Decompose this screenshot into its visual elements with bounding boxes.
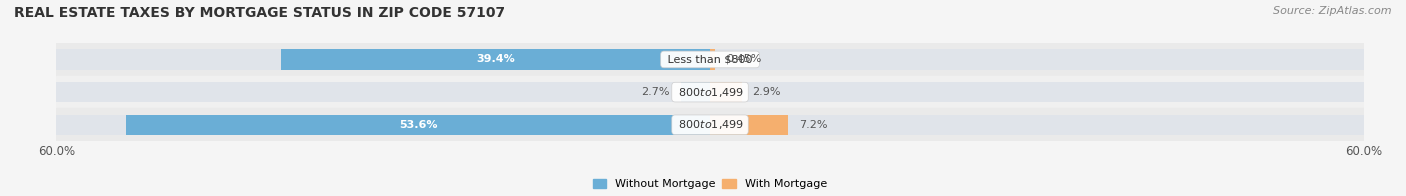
Text: Source: ZipAtlas.com: Source: ZipAtlas.com [1274, 6, 1392, 16]
Text: $800 to $1,499: $800 to $1,499 [675, 86, 745, 99]
Text: REAL ESTATE TAXES BY MORTGAGE STATUS IN ZIP CODE 57107: REAL ESTATE TAXES BY MORTGAGE STATUS IN … [14, 6, 505, 20]
Bar [56, 82, 1364, 102]
Bar [681, 82, 710, 102]
Legend: Without Mortgage, With Mortgage: Without Mortgage, With Mortgage [593, 179, 827, 190]
Bar [710, 82, 741, 102]
Text: 39.4%: 39.4% [477, 54, 515, 64]
Bar [710, 49, 714, 70]
Text: 7.2%: 7.2% [800, 120, 828, 130]
Text: 53.6%: 53.6% [399, 120, 437, 130]
Bar [56, 76, 1364, 108]
Text: 2.7%: 2.7% [641, 87, 669, 97]
Text: $800 to $1,499: $800 to $1,499 [675, 118, 745, 131]
Text: 2.9%: 2.9% [752, 87, 780, 97]
Bar [281, 49, 710, 70]
Bar [56, 108, 1364, 141]
Bar [56, 115, 1364, 135]
Text: Less than $800: Less than $800 [664, 54, 756, 64]
Bar [56, 43, 1364, 76]
Text: 0.45%: 0.45% [725, 54, 761, 64]
Bar [127, 115, 710, 135]
Bar [710, 115, 789, 135]
Bar [56, 49, 1364, 70]
